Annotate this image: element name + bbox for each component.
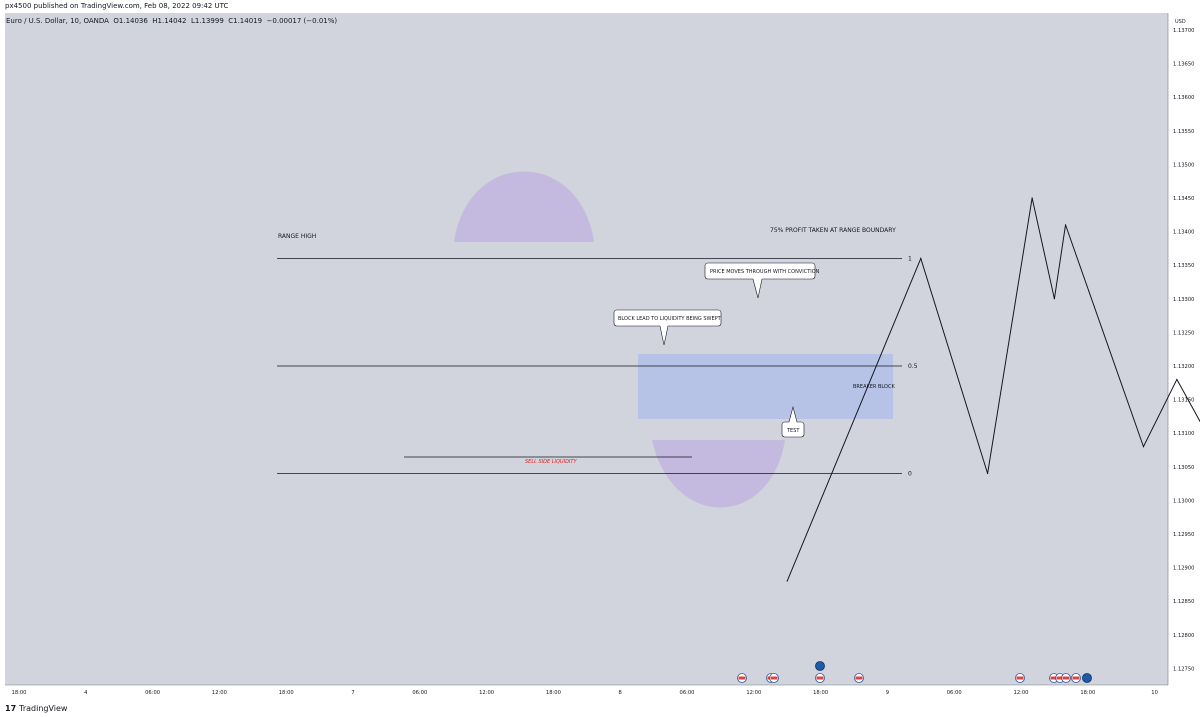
us-flag-event-icon[interactable] (737, 673, 747, 683)
time-tick-label: 10 (1151, 690, 1158, 696)
fib-level-label: 0.5 (908, 363, 918, 370)
time-tick-label: 18:00 (813, 690, 828, 696)
price-tick-label: 1.13600 (1173, 95, 1194, 101)
publish-header: px4500 published on TradingView.com, Feb… (0, 0, 1200, 14)
published-text: px4500 published on TradingView.com, Feb… (5, 2, 229, 10)
us-flag-event-icon[interactable] (1071, 673, 1081, 683)
block-lead-callout: BLOCK LEAD TO LIQUIDITY BEING SWEPT (613, 309, 722, 346)
price-tick-label: 1.12800 (1173, 633, 1194, 639)
range-high-label: RANGE HIGH (278, 233, 316, 240)
time-tick-label: 12:00 (1014, 690, 1029, 696)
us-flag-event-icon[interactable] (815, 673, 825, 683)
us-flag-event-icon[interactable] (854, 673, 864, 683)
time-tick-label: 06:00 (680, 690, 695, 696)
price-tick-label: 1.12950 (1173, 532, 1194, 538)
breaker-block-label: BREAKER BLOCK (853, 384, 895, 390)
fib-level-label: 1 (908, 255, 912, 262)
time-tick-label: 18:00 (1080, 690, 1095, 696)
tradingview-brand: TradingView (19, 704, 68, 713)
price-point (1176, 378, 1178, 381)
price-tick-label: 1.13000 (1173, 498, 1194, 504)
profit-annotation: 75% PROFIT TAKEN AT RANGE BOUNDARY (770, 227, 896, 234)
time-axis-background (5, 685, 1168, 700)
price-path-points (786, 197, 1178, 582)
eu-event-icon[interactable] (815, 661, 825, 671)
upper-liquidity-ellipse (454, 171, 594, 242)
price-point (1053, 298, 1055, 300)
price-path-line (786, 197, 1200, 582)
price-tick-label: 1.13050 (1173, 465, 1194, 471)
price-tick-label: 1.13300 (1173, 297, 1194, 303)
time-tick-label: 06:00 (412, 690, 427, 696)
price-chart[interactable]: 10.50 RANGE HIGH 75% PROFIT TAKEN AT RAN… (0, 13, 1200, 700)
price-axis-ticks: 1.13700 1.13650 1.13600 1.13550 1.13500 1.134… (1173, 28, 1194, 672)
time-tick-label: 18:00 (546, 690, 561, 696)
time-tick-label: 06:00 (145, 690, 160, 696)
price-tick-label: 1.13550 (1173, 129, 1194, 135)
price-point (920, 257, 922, 260)
price-point (1142, 446, 1145, 448)
time-axis-ticks: 18:00 4 06:00 12:00 18:00 7 06:00 12:00 18:00 8 06… (12, 690, 1158, 696)
time-tick-label: 18:00 (12, 690, 27, 696)
price-point (786, 580, 788, 582)
sell-side-liquidity-label: SELL SIDE LIQUIDITY (525, 459, 577, 465)
conviction-text: PRICE MOVES THROUGH WITH CONVICTION (710, 269, 820, 275)
tradingview-logo-icon: 17 (5, 704, 17, 713)
price-point (987, 472, 989, 475)
price-tick-label: 1.13150 (1173, 398, 1194, 404)
price-tick-label: 1.13650 (1173, 62, 1194, 68)
price-axis-unit: USD (1175, 19, 1186, 25)
fib-level-label: 0 (908, 471, 912, 478)
time-tick-label: 4 (84, 690, 88, 696)
us-flag-event-icon[interactable] (1015, 673, 1025, 683)
price-tick-label: 1.12850 (1173, 599, 1194, 605)
symbol-info: Euro / U.S. Dollar, 10, OANDA O1.14036 H… (6, 17, 337, 25)
price-tick-label: 1.13250 (1173, 330, 1194, 336)
price-point (1064, 224, 1067, 226)
price-tick-label: 1.12900 (1173, 566, 1194, 572)
price-tick-label: 1.13100 (1173, 431, 1194, 437)
price-axis-background (1168, 13, 1200, 685)
price-tick-label: 1.13200 (1173, 364, 1194, 370)
chart-background (5, 13, 1168, 685)
time-tick-label: 7 (351, 690, 354, 696)
time-tick-label: 12:00 (212, 690, 227, 696)
breaker-block-zone (638, 354, 893, 419)
fib-levels: 10.50 (277, 255, 918, 478)
price-tick-label: 1.13450 (1173, 196, 1194, 202)
price-tick-label: 1.13700 (1173, 28, 1194, 34)
tradingview-logo[interactable]: 17 TradingView (5, 704, 67, 713)
time-tick-label: 12:00 (746, 690, 761, 696)
price-tick-label: 1.13500 (1173, 162, 1194, 168)
block-lead-text: BLOCK LEAD TO LIQUIDITY BEING SWEPT (618, 316, 722, 322)
test-text: TEST (786, 428, 800, 434)
time-tick-label: 12:00 (479, 690, 494, 696)
time-tick-label: 8 (619, 690, 622, 696)
time-tick-label: 06:00 (947, 690, 962, 696)
footer-bar: 17 TradingView (0, 700, 1200, 717)
price-tick-label: 1.12750 (1173, 666, 1194, 672)
us-flag-event-icon[interactable] (1061, 673, 1071, 683)
price-tick-label: 1.13400 (1173, 230, 1194, 236)
price-tick-label: 1.13350 (1173, 263, 1194, 269)
ohlc-values: O1.14036 H1.14042 L1.13999 C1.14019 −0.0… (113, 17, 338, 25)
economic-events (737, 661, 1092, 683)
time-tick-label: 18:00 (279, 690, 294, 696)
conviction-callout: PRICE MOVES THROUGH WITH CONVICTION (704, 262, 820, 299)
eu-event-icon[interactable] (1082, 673, 1092, 683)
price-point (1031, 197, 1033, 199)
us-flag-event-icon[interactable] (769, 673, 779, 683)
symbol-name: Euro / U.S. Dollar, 10, OANDA (6, 17, 109, 25)
test-callout: TEST (781, 405, 805, 438)
time-tick-label: 9 (886, 690, 889, 696)
